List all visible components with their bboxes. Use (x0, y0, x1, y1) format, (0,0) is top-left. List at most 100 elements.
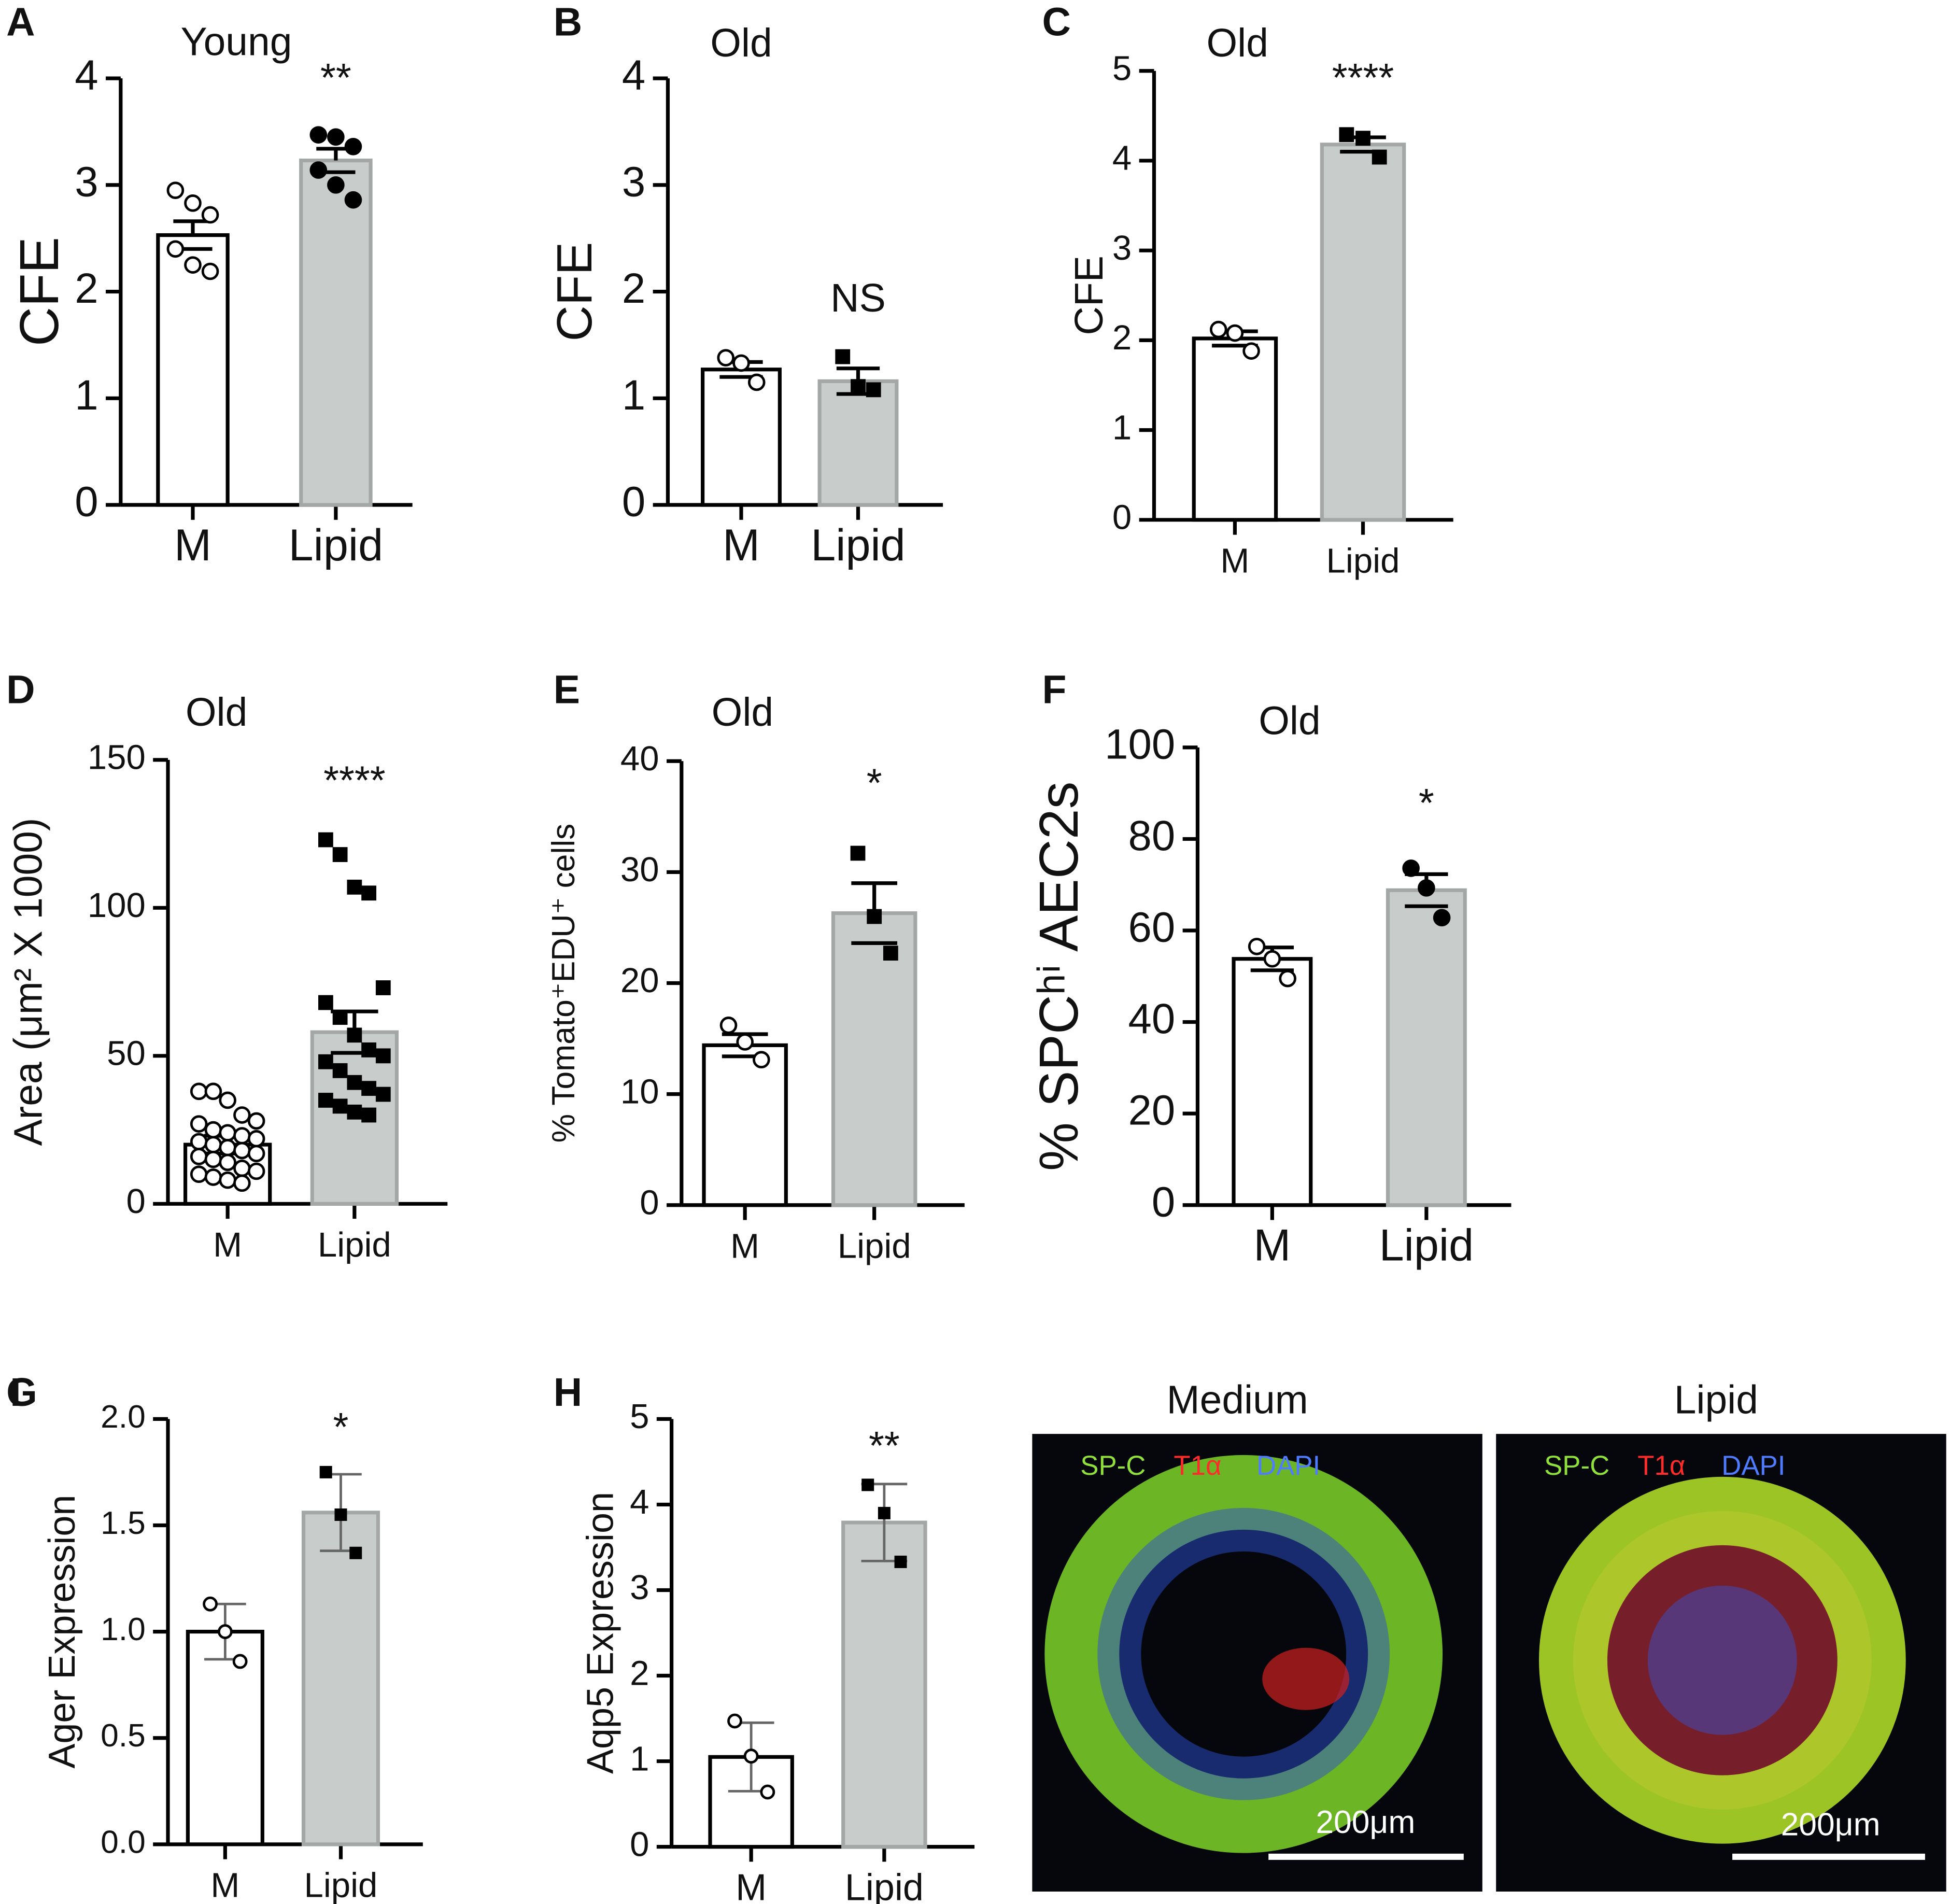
y-tick-label: 2 (75, 265, 98, 312)
y-tick-label: 0 (1152, 1178, 1175, 1225)
y-tick-label: 1 (622, 372, 645, 419)
x-tick-label: M (723, 520, 760, 570)
y-axis-label: % SPCʰⁱ AEC2s (1028, 782, 1090, 1172)
data-point (1355, 131, 1370, 146)
y-tick-label: 80 (1128, 812, 1176, 859)
y-axis-label: % Tomato⁺EDU⁺ cells (546, 824, 582, 1143)
x-tick-label: M (736, 1867, 767, 1904)
significance: ** (320, 56, 351, 100)
data-point (1248, 938, 1266, 955)
data-point (318, 1054, 333, 1069)
data-point (332, 1098, 348, 1114)
data-point (732, 354, 750, 372)
y-tick-label: 2 (630, 1654, 649, 1693)
panel-letter: H (554, 1371, 582, 1415)
data-point (203, 1596, 218, 1612)
data-point (866, 382, 881, 398)
data-point (1209, 320, 1227, 339)
data-point (233, 1106, 251, 1124)
data-point (1402, 859, 1420, 877)
data-point (318, 1093, 333, 1108)
data-point (190, 1165, 208, 1183)
data-point (247, 1145, 265, 1163)
data-point (719, 1017, 738, 1034)
x-tick-label: Lipid (1379, 1220, 1474, 1270)
y-tick-label: 100 (1105, 721, 1175, 768)
data-point (318, 832, 333, 848)
data-point (349, 1546, 362, 1559)
bar (1386, 888, 1467, 1207)
x-tick-label: M (213, 1225, 242, 1264)
stain-label: T1α (1174, 1450, 1221, 1481)
x-tick-label: M (730, 1226, 759, 1265)
data-point (309, 161, 328, 179)
panel-letter: B (554, 0, 582, 44)
bar-chart: C Old CFE 0 1 2 3 4 5 M Lipid **** (1042, 0, 1453, 581)
data-point (753, 1051, 770, 1069)
significance: * (333, 1405, 349, 1449)
panel-title: Old (712, 690, 773, 735)
panel-title: Old (710, 21, 772, 65)
data-point (760, 1784, 775, 1800)
data-point (184, 194, 202, 212)
data-point (217, 1624, 233, 1639)
micrograph (1032, 1434, 1482, 1892)
data-point (319, 1465, 332, 1478)
image-title: Lipid (1674, 1378, 1758, 1422)
significance: **** (323, 759, 386, 803)
y-tick-label: 3 (630, 1568, 649, 1607)
data-point (878, 1506, 891, 1519)
data-point (361, 1042, 376, 1057)
x-tick-label: Lipid (318, 1225, 391, 1264)
x-tick-label: M (210, 1866, 239, 1904)
data-point (232, 1654, 248, 1669)
x-tick-label: Lipid (1326, 542, 1400, 581)
stain-label: T1α (1637, 1450, 1685, 1481)
panel-letter: A (6, 0, 35, 44)
y-tick-label: 1.5 (101, 1505, 146, 1541)
data-point (747, 373, 766, 391)
y-tick-label: 0 (630, 1825, 649, 1864)
bar (831, 911, 917, 1207)
panel-letter: I (10, 1371, 21, 1415)
data-point (309, 126, 328, 144)
x-tick-label: Lipid (811, 520, 905, 570)
data-point (867, 909, 882, 924)
y-tick-label: 5 (1112, 49, 1132, 88)
stain-label: SP-C (1544, 1450, 1609, 1481)
y-tick-label: 10 (620, 1072, 659, 1111)
scale-label: 200μm (1316, 1804, 1415, 1840)
bar-chart: A Young CFE 0 1 2 3 4 M Lipid ** (6, 0, 413, 570)
y-tick-label: 60 (1128, 904, 1176, 951)
y-tick-label: 0 (622, 478, 645, 526)
y-tick-label: 2.0 (101, 1399, 146, 1435)
data-point (247, 1112, 265, 1130)
significance: ** (869, 1424, 900, 1468)
data-point (204, 1121, 222, 1139)
significance: * (1419, 781, 1434, 825)
data-point (347, 879, 362, 895)
y-tick-label: 3 (622, 158, 645, 205)
y-tick-label: 2 (1112, 318, 1132, 357)
data-point (327, 128, 345, 146)
data-point (204, 1150, 222, 1168)
data-point (334, 1508, 347, 1521)
data-point (247, 1162, 265, 1180)
data-point (247, 1130, 265, 1148)
y-tick-label: 3 (75, 158, 98, 205)
panel-title: Old (186, 690, 247, 735)
data-point (375, 980, 391, 995)
y-axis-label: CFE (547, 242, 602, 342)
y-tick-label: 150 (88, 738, 146, 777)
data-point (1279, 969, 1296, 988)
error-bar (851, 881, 898, 945)
data-point (1418, 879, 1435, 897)
y-tick-label: 0.5 (101, 1718, 146, 1754)
data-point (717, 349, 735, 366)
data-point (166, 181, 185, 199)
y-tick-label: 4 (75, 52, 98, 99)
data-point (375, 1087, 391, 1102)
y-tick-label: 0 (640, 1183, 659, 1222)
data-point (190, 1115, 208, 1133)
data-point (1263, 950, 1281, 968)
